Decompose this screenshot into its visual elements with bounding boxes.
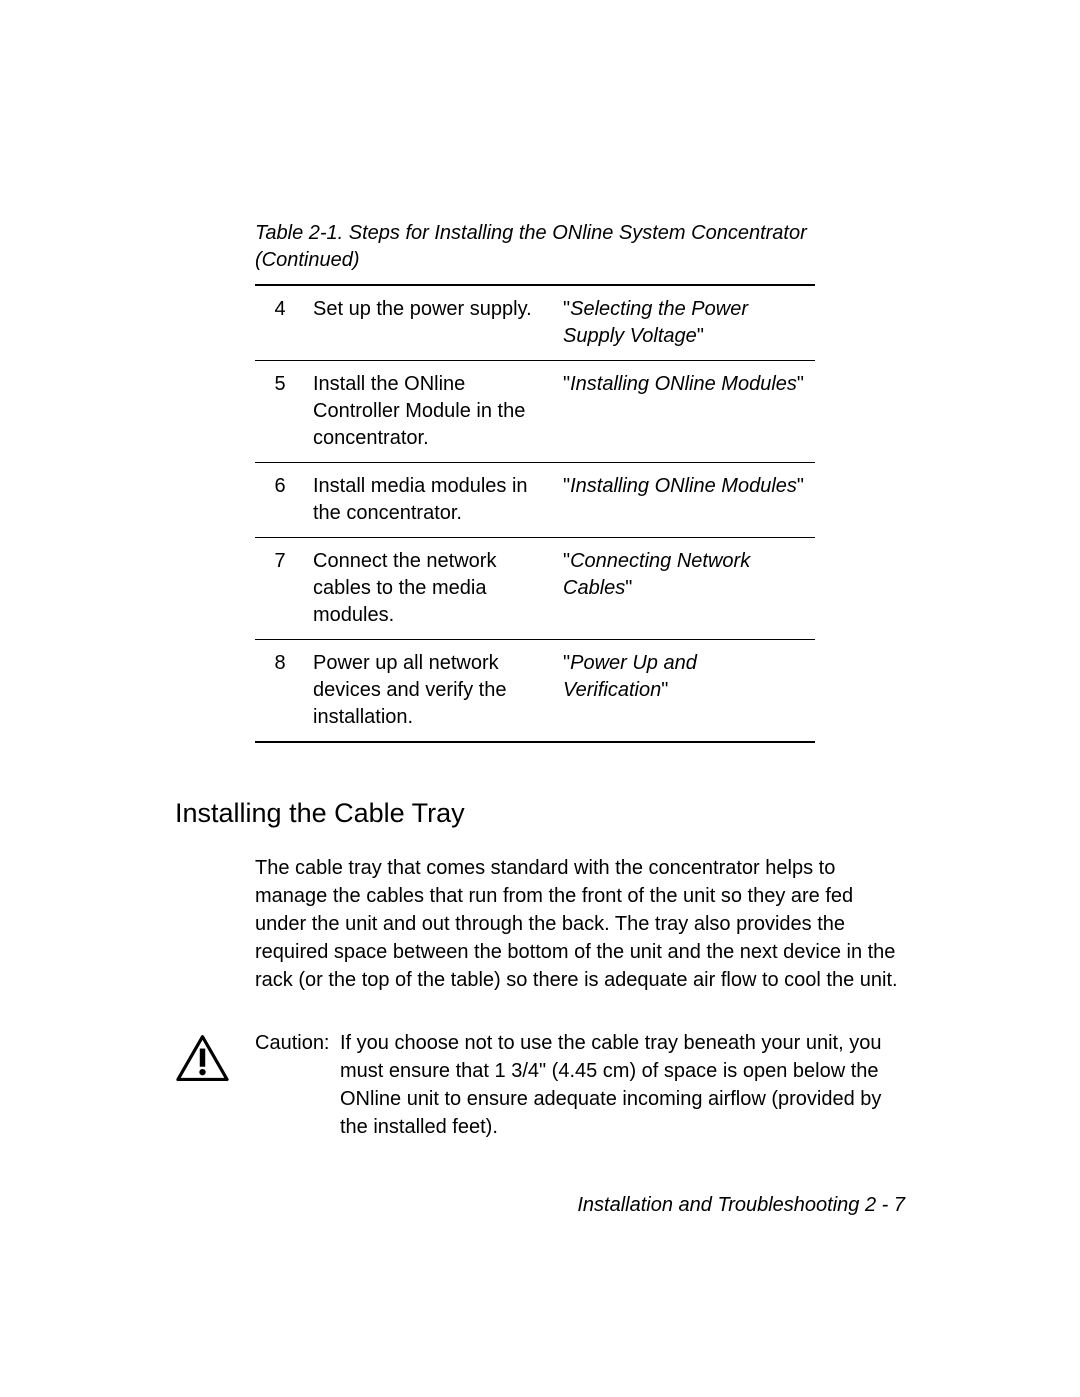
step-description: Connect the network cables to the media … <box>305 538 555 640</box>
step-description: Set up the power supply. <box>305 285 555 361</box>
step-reference: "Selecting the Power Supply Voltage" <box>555 285 815 361</box>
table-row: 7 Connect the network cables to the medi… <box>255 538 815 640</box>
table-caption: Table 2-1. Steps for Installing the ONli… <box>255 220 905 274</box>
caption-line1: Table 2-1. Steps for Installing the ONli… <box>255 222 807 244</box>
ref-text: Power Up and Verification <box>563 652 697 701</box>
ref-text: Connecting Network Cables <box>563 550 750 599</box>
table-row: 6 Install media modules in the concentra… <box>255 463 815 538</box>
step-number: 8 <box>255 640 305 743</box>
ref-text: Installing ONline Modules <box>570 475 797 497</box>
step-description: Install media modules in the concentrato… <box>305 463 555 538</box>
page-content: Table 2-1. Steps for Installing the ONli… <box>0 0 1080 1141</box>
table-row: 5 Install the ONline Controller Module i… <box>255 361 815 463</box>
step-reference: "Power Up and Verification" <box>555 640 815 743</box>
page-footer: Installation and Troubleshooting 2 - 7 <box>577 1194 905 1217</box>
caption-line2: (Continued) <box>255 249 360 271</box>
table-row: 8 Power up all network devices and verif… <box>255 640 815 743</box>
warning-icon <box>175 1034 235 1089</box>
caution-label: Caution: <box>255 1029 340 1141</box>
step-reference: "Connecting Network Cables" <box>555 538 815 640</box>
ref-text: Selecting the Power Supply Voltage <box>563 298 748 347</box>
step-description: Install the ONline Controller Module in … <box>305 361 555 463</box>
caution-text: If you choose not to use the cable tray … <box>340 1029 905 1141</box>
step-reference: "Installing ONline Modules" <box>555 361 815 463</box>
caution-block: Caution: If you choose not to use the ca… <box>175 1029 905 1141</box>
table-row: 4 Set up the power supply. "Selecting th… <box>255 285 815 361</box>
step-reference: "Installing ONline Modules" <box>555 463 815 538</box>
step-number: 6 <box>255 463 305 538</box>
ref-text: Installing ONline Modules <box>570 373 797 395</box>
step-number: 7 <box>255 538 305 640</box>
step-number: 5 <box>255 361 305 463</box>
body-paragraph: The cable tray that comes standard with … <box>255 854 905 994</box>
step-number: 4 <box>255 285 305 361</box>
steps-table: 4 Set up the power supply. "Selecting th… <box>255 284 815 743</box>
section-heading: Installing the Cable Tray <box>175 798 905 829</box>
caution-content: Caution: If you choose not to use the ca… <box>255 1029 905 1141</box>
step-description: Power up all network devices and verify … <box>305 640 555 743</box>
